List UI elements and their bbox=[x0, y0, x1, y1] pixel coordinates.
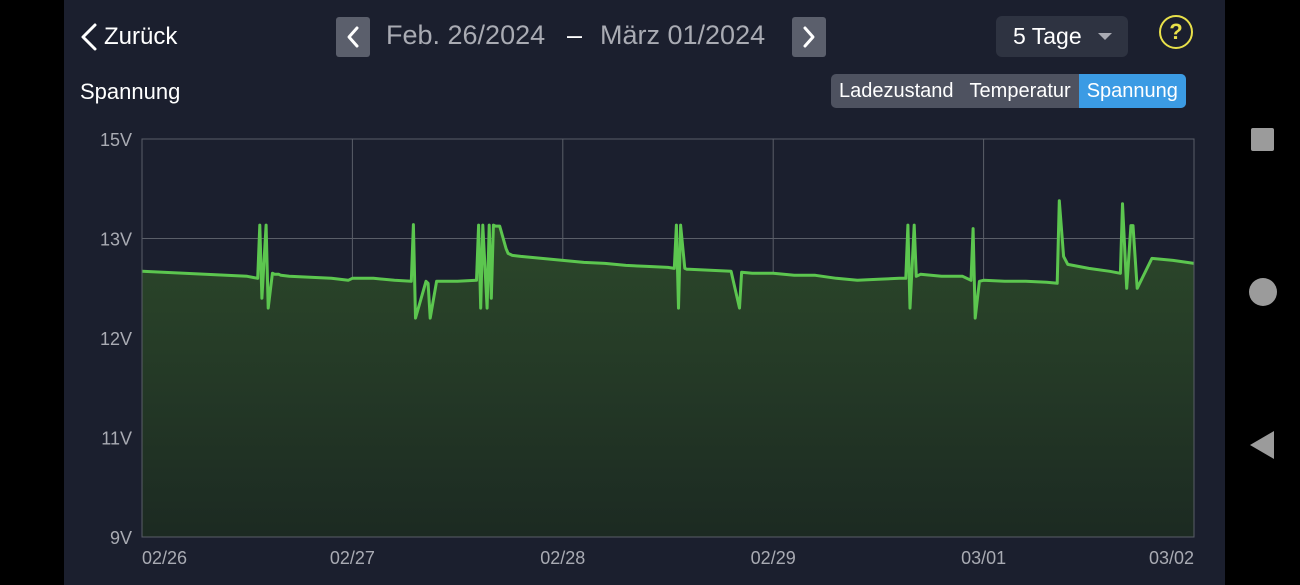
tab-spannung[interactable]: Spannung bbox=[1078, 74, 1186, 108]
y-tick-label: 11V bbox=[101, 429, 132, 449]
home-button[interactable] bbox=[1249, 278, 1277, 306]
date-start: Feb. 26/2024 bbox=[386, 20, 546, 50]
chevron-right-icon bbox=[803, 26, 815, 48]
date-separator: – bbox=[567, 20, 583, 50]
plot-border bbox=[141, 138, 1195, 538]
x-tick-label: 03/02 bbox=[1149, 548, 1194, 568]
y-tick-label: 13V bbox=[100, 230, 132, 250]
x-tick-label: 03/01 bbox=[961, 548, 1006, 568]
voltage-chart: 15V 13V 12V 11V 9V 02/26 02/27 02/28 02/29 03/01 0… bbox=[100, 130, 1195, 568]
chevron-left-icon bbox=[347, 26, 359, 48]
next-period-button[interactable] bbox=[792, 17, 826, 57]
x-tick-label: 02/27 bbox=[330, 548, 375, 568]
range-selected: 5 Tage bbox=[1013, 23, 1082, 49]
series-line bbox=[141, 199, 1195, 320]
recent-apps-button[interactable] bbox=[1251, 128, 1274, 151]
metric-tabs: Ladezustand Temperatur Spannung bbox=[831, 74, 1186, 108]
app-window: Zurück Feb. 26/2024 – März 01/2024 5 Tag… bbox=[64, 0, 1225, 585]
tab-ladezustand[interactable]: Ladezustand bbox=[839, 79, 954, 102]
x-tick-label: 02/29 bbox=[751, 548, 796, 568]
back-label: Zurück bbox=[104, 23, 178, 50]
chevron-left-icon bbox=[81, 23, 97, 51]
caret-down-icon bbox=[1098, 33, 1112, 40]
system-back-button[interactable] bbox=[1250, 431, 1274, 459]
series-area bbox=[142, 200, 1194, 537]
question-circle-icon: ? bbox=[1169, 19, 1183, 44]
tab-temperatur[interactable]: Temperatur bbox=[969, 79, 1071, 102]
y-tick-label: 12V bbox=[100, 329, 132, 349]
help-button[interactable]: ? bbox=[1159, 15, 1193, 49]
back-button[interactable]: Zurück bbox=[78, 18, 177, 56]
x-tick-label: 02/28 bbox=[540, 548, 585, 568]
y-tick-label: 9V bbox=[110, 528, 132, 548]
chart-title: Spannung bbox=[80, 79, 181, 104]
y-tick-label: 15V bbox=[100, 130, 132, 150]
x-tick-label: 02/26 bbox=[142, 548, 187, 568]
range-dropdown[interactable]: 5 Tage bbox=[996, 16, 1128, 57]
previous-period-button[interactable] bbox=[336, 17, 370, 57]
date-end: März 01/2024 bbox=[600, 20, 766, 50]
